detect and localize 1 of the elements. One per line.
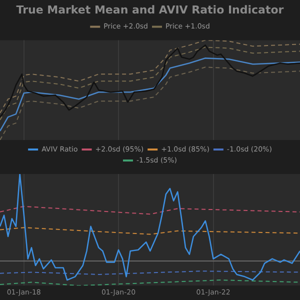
chart-title: True Market Mean and AVIV Ratio Indicator — [16, 3, 284, 16]
